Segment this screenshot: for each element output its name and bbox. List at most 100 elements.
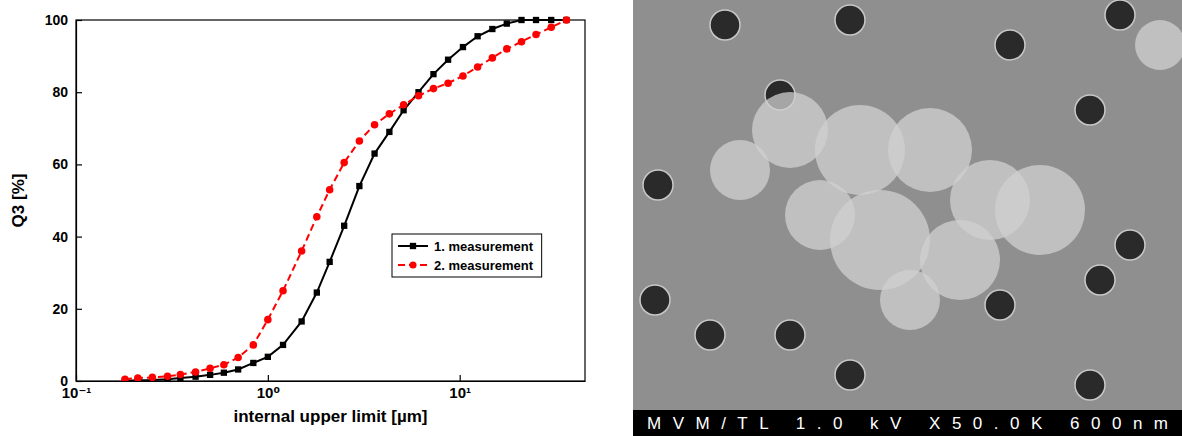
y-tick-label: 100	[45, 12, 69, 28]
data-point	[250, 341, 258, 349]
data-point	[341, 223, 347, 229]
data-point	[547, 23, 555, 31]
pore	[710, 10, 740, 40]
data-point	[460, 44, 466, 50]
y-tick: 60	[52, 156, 82, 172]
y-axis-title: Q3 [%]	[9, 174, 28, 228]
x-axis-title: internal upper limit [µm]	[234, 407, 428, 426]
data-point	[280, 342, 286, 348]
data-point	[474, 33, 480, 39]
y-tick-mark	[76, 309, 82, 310]
data-point	[265, 354, 271, 360]
data-point	[489, 26, 495, 32]
legend-marker	[409, 261, 416, 268]
pore	[1115, 230, 1145, 260]
y-axis: 0 20 40 60 80 100	[45, 12, 82, 389]
x-tick-mark	[268, 375, 269, 381]
y-tick-mark	[76, 381, 82, 382]
data-point	[548, 17, 554, 23]
y-tick-mark	[76, 92, 82, 93]
data-point	[177, 371, 185, 379]
data-point	[386, 129, 392, 135]
pore	[643, 170, 673, 200]
pore	[695, 320, 725, 350]
data-point	[356, 183, 362, 189]
x-tick-mark	[460, 375, 461, 381]
plot-frame	[76, 20, 585, 381]
plot-area	[121, 16, 570, 381]
data-point	[533, 17, 539, 23]
y-axis-line	[76, 21, 77, 382]
y-tick-mark	[76, 237, 82, 238]
data-point	[518, 38, 526, 46]
pore	[1105, 0, 1135, 30]
legend-box	[392, 234, 542, 277]
particle-cluster	[785, 180, 855, 250]
y-tick: 100	[45, 12, 82, 28]
data-point	[264, 316, 272, 324]
info-bar	[633, 410, 1182, 436]
data-point	[250, 360, 256, 366]
pore	[1075, 370, 1105, 400]
x-tick-label: 10⁰	[257, 384, 280, 401]
legend-label: 1. measurement	[434, 239, 534, 254]
data-point	[192, 368, 200, 376]
data-point	[563, 16, 571, 24]
data-point	[400, 101, 408, 109]
legend-label: 2. measurement	[434, 258, 534, 273]
data-point	[371, 150, 377, 156]
data-point	[220, 361, 228, 369]
micrograph: MVM/TL 1.0 kV X50.0K 600nm	[633, 0, 1182, 436]
data-point	[371, 121, 379, 129]
x-tick: 10⁰	[257, 375, 280, 401]
data-point	[503, 45, 511, 53]
data-point	[445, 57, 451, 63]
y-tick-mark	[76, 20, 82, 21]
micrograph-background	[633, 0, 1182, 436]
data-point	[444, 79, 452, 87]
data-point	[234, 354, 242, 362]
y-tick-mark	[76, 164, 82, 165]
info-bar-label: MVM/TL 1.0 kV X50.0K 600nm	[647, 414, 1168, 433]
data-point	[340, 159, 348, 167]
data-point	[298, 247, 306, 255]
x-tick: 10¹	[449, 375, 471, 401]
data-point	[207, 372, 213, 378]
y-tick-label: 0	[60, 373, 68, 389]
data-point	[430, 71, 436, 77]
pore	[995, 30, 1025, 60]
data-point	[326, 259, 332, 265]
x-axis: 10⁻¹10⁰10¹	[62, 375, 586, 401]
data-point	[221, 370, 227, 376]
data-point	[313, 213, 321, 221]
data-point	[459, 72, 467, 80]
y-tick-label: 20	[52, 301, 68, 317]
series-line	[125, 20, 566, 381]
data-point	[235, 366, 241, 372]
y-tick: 40	[52, 229, 82, 245]
series-line	[125, 20, 566, 379]
particle-cluster	[1135, 20, 1182, 70]
data-point	[279, 287, 287, 295]
y-tick-label: 40	[52, 229, 68, 245]
legend: 1. measurement 2. measurement	[392, 234, 542, 277]
data-point	[532, 31, 540, 39]
data-point	[504, 20, 510, 26]
data-point	[474, 63, 482, 71]
data-point	[415, 92, 423, 100]
data-point	[134, 374, 142, 381]
pore	[640, 285, 670, 315]
data-point	[518, 17, 524, 23]
y-tick-label: 60	[52, 156, 68, 172]
data-point	[326, 186, 334, 194]
y-tick: 0	[60, 373, 82, 389]
data-point	[314, 289, 320, 295]
pore	[835, 360, 865, 390]
data-point	[206, 365, 214, 373]
pore	[775, 320, 805, 350]
figure: 10⁻¹10⁰10¹020406080100internal upper lim…	[0, 0, 1182, 436]
data-point	[430, 85, 438, 93]
pore	[1075, 95, 1105, 125]
y-tick: 80	[52, 84, 82, 100]
data-point	[298, 318, 304, 324]
